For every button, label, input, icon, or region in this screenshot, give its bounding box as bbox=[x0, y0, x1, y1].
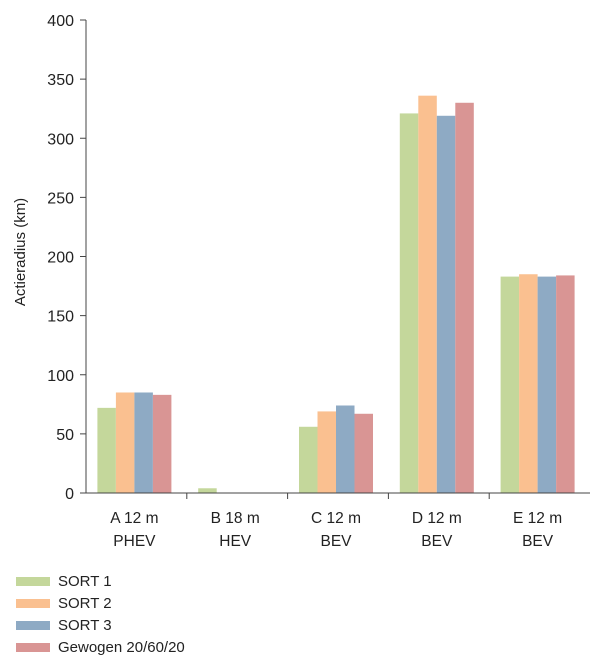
bar-sort-2-3 bbox=[418, 95, 437, 494]
legend-item: SORT 1 bbox=[16, 570, 185, 592]
y-tick-label: 150 bbox=[47, 309, 74, 326]
bar-gewogen-20-60-20-3 bbox=[455, 102, 474, 494]
x-axis: A 12 m PHEV B 18 m HEV C 12 m BEV D 12 m BEV E 1… bbox=[86, 492, 590, 550]
y-tick-label: 300 bbox=[47, 131, 74, 148]
x-tick-label: D 12 m bbox=[412, 510, 462, 527]
y-tick-label: 100 bbox=[47, 368, 74, 385]
bar-sort-1-4 bbox=[500, 276, 520, 493]
x-tick-label: PHEV bbox=[113, 533, 156, 550]
bar-sort-3-3 bbox=[436, 115, 456, 493]
legend-item: SORT 2 bbox=[16, 592, 185, 614]
bar-sort-1-2 bbox=[299, 426, 318, 493]
legend-item: Gewogen 20/60/20 bbox=[16, 636, 185, 658]
y-tick-label: 50 bbox=[56, 427, 74, 444]
bar-gewogen-20-60-20-2 bbox=[354, 413, 373, 493]
y-axis-label: Actieradius (km) bbox=[12, 198, 29, 306]
y-axis: 0 50 100 150 200 250 300 350 400 bbox=[47, 13, 87, 503]
y-tick-label: 0 bbox=[65, 486, 74, 503]
legend-swatch bbox=[16, 576, 50, 586]
legend: SORT 1 SORT 2 SORT 3 Gewogen 20/60/20 bbox=[16, 570, 185, 658]
bar-gewogen-20-60-20-0 bbox=[152, 394, 172, 493]
legend-swatch bbox=[16, 598, 50, 608]
bar-sort-2-2 bbox=[317, 411, 336, 493]
y-tick-label: 250 bbox=[47, 190, 74, 207]
y-tick-label: 350 bbox=[47, 72, 74, 89]
bars bbox=[97, 95, 575, 494]
x-tick-label: BEV bbox=[522, 533, 554, 550]
bar-sort-3-2 bbox=[336, 405, 355, 493]
legend-item: SORT 3 bbox=[16, 614, 185, 636]
x-tick-label: HEV bbox=[219, 533, 252, 550]
bar-sort-3-4 bbox=[537, 276, 557, 493]
x-tick-label: BEV bbox=[421, 533, 453, 550]
x-tick-label: C 12 m bbox=[311, 510, 361, 527]
y-tick-label: 400 bbox=[47, 13, 74, 30]
bar-sort-3-0 bbox=[134, 392, 153, 493]
legend-label: SORT 2 bbox=[58, 594, 112, 612]
bar-sort-1-0 bbox=[97, 407, 116, 493]
x-tick-label: B 18 m bbox=[211, 510, 260, 527]
legend-swatch bbox=[16, 620, 50, 630]
bar-sort-2-0 bbox=[115, 392, 135, 493]
bar-sort-2-4 bbox=[519, 274, 538, 493]
x-tick-label: BEV bbox=[320, 533, 352, 550]
legend-swatch bbox=[16, 642, 50, 652]
bar-chart: 0 50 100 150 200 250 300 350 400 A 12 m PHEV B 18 … bbox=[12, 13, 590, 550]
legend-label: SORT 1 bbox=[58, 572, 112, 590]
x-tick-label: A 12 m bbox=[110, 510, 158, 527]
bar-gewogen-20-60-20-4 bbox=[556, 275, 575, 493]
y-tick-label: 200 bbox=[47, 250, 74, 267]
bar-sort-1-3 bbox=[399, 113, 419, 493]
legend-label: Gewogen 20/60/20 bbox=[58, 638, 185, 656]
legend-label: SORT 3 bbox=[58, 616, 112, 634]
x-tick-label: E 12 m bbox=[513, 510, 562, 527]
bar-sort-1-1 bbox=[198, 488, 217, 493]
